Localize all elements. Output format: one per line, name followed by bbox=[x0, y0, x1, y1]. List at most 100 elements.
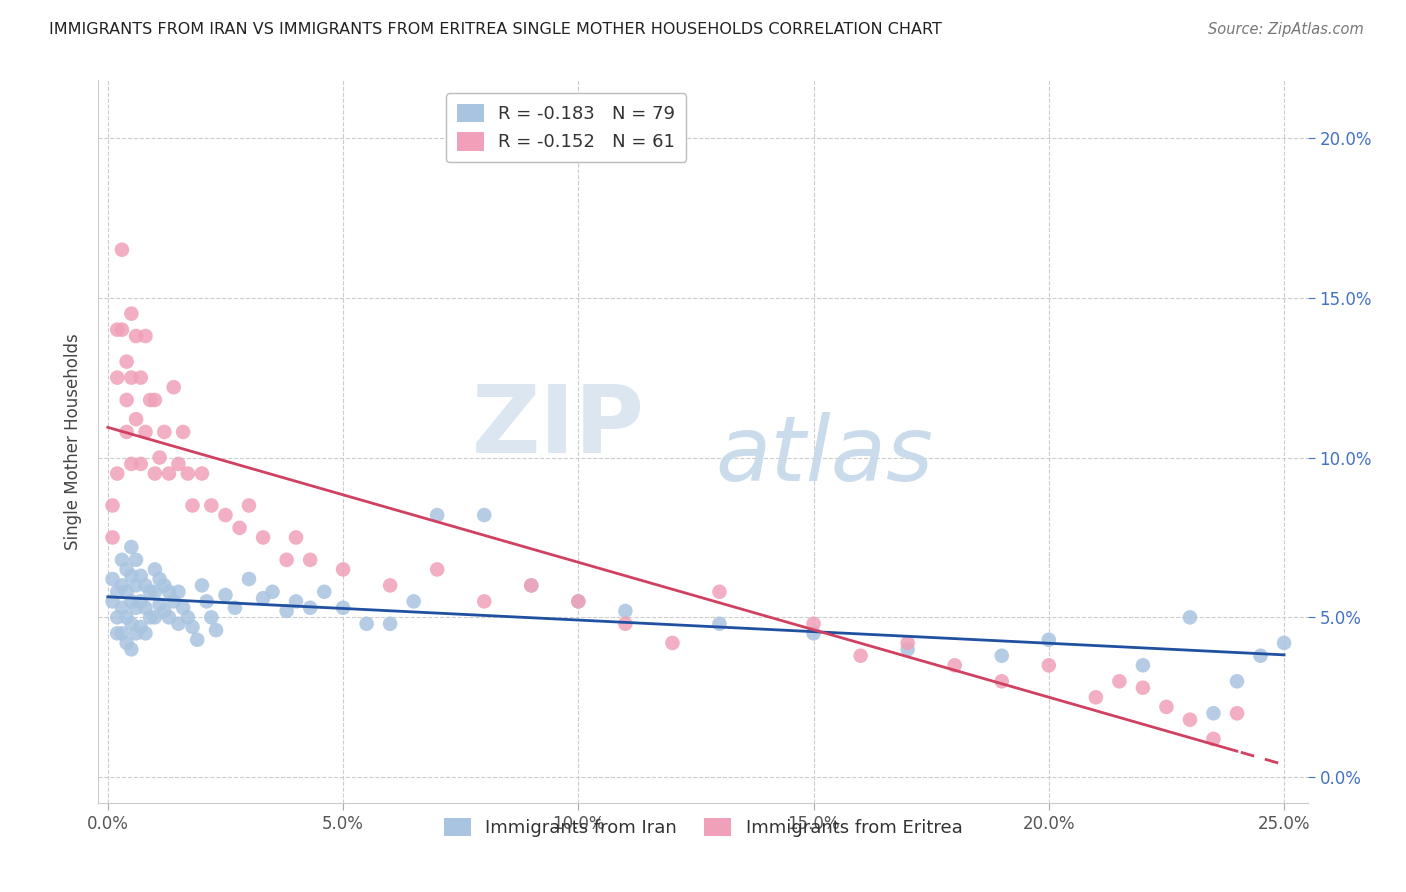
Point bbox=[238, 572, 260, 586]
Point bbox=[1084, 690, 1107, 705]
Point bbox=[262, 584, 284, 599]
Point bbox=[149, 450, 172, 465]
Point bbox=[1250, 648, 1272, 663]
Point bbox=[115, 562, 138, 576]
Point bbox=[200, 499, 222, 513]
Point bbox=[520, 578, 543, 592]
Point bbox=[149, 572, 172, 586]
Point bbox=[332, 562, 354, 576]
Point bbox=[228, 521, 250, 535]
Point bbox=[1202, 706, 1225, 721]
Point bbox=[120, 642, 142, 657]
Point bbox=[105, 370, 128, 384]
Point bbox=[134, 329, 156, 343]
Point bbox=[105, 467, 128, 481]
Point bbox=[101, 594, 124, 608]
Point bbox=[167, 584, 190, 599]
Point bbox=[177, 467, 200, 481]
Point bbox=[111, 626, 134, 640]
Point bbox=[125, 578, 148, 592]
Point bbox=[314, 584, 336, 599]
Point bbox=[111, 578, 134, 592]
Point bbox=[105, 584, 128, 599]
Point bbox=[614, 616, 637, 631]
Point bbox=[101, 499, 124, 513]
Point bbox=[120, 540, 142, 554]
Point bbox=[143, 562, 166, 576]
Point bbox=[115, 636, 138, 650]
Point bbox=[520, 578, 543, 592]
Point bbox=[378, 616, 401, 631]
Point bbox=[186, 632, 208, 647]
Point bbox=[1226, 706, 1249, 721]
Point bbox=[1132, 681, 1154, 695]
Point bbox=[157, 467, 180, 481]
Point bbox=[157, 584, 180, 599]
Point bbox=[567, 594, 589, 608]
Point bbox=[129, 594, 152, 608]
Point bbox=[285, 531, 308, 545]
Point bbox=[378, 578, 401, 592]
Point bbox=[195, 594, 218, 608]
Point bbox=[472, 508, 495, 522]
Point bbox=[276, 553, 298, 567]
Point bbox=[115, 584, 138, 599]
Point bbox=[803, 626, 825, 640]
Point bbox=[120, 457, 142, 471]
Point bbox=[1226, 674, 1249, 689]
Point bbox=[125, 329, 148, 343]
Point bbox=[120, 594, 142, 608]
Point bbox=[252, 531, 274, 545]
Point bbox=[897, 642, 920, 657]
Point bbox=[943, 658, 966, 673]
Point bbox=[134, 425, 156, 439]
Point bbox=[709, 584, 731, 599]
Point bbox=[115, 354, 138, 368]
Point bbox=[803, 616, 825, 631]
Point bbox=[139, 392, 162, 407]
Point bbox=[285, 594, 308, 608]
Point bbox=[205, 623, 228, 637]
Point bbox=[356, 616, 378, 631]
Point bbox=[990, 648, 1012, 663]
Point bbox=[120, 370, 142, 384]
Text: ZIP: ZIP bbox=[471, 381, 644, 473]
Point bbox=[172, 600, 194, 615]
Point bbox=[115, 392, 138, 407]
Point bbox=[276, 604, 298, 618]
Point bbox=[224, 600, 246, 615]
Point bbox=[214, 588, 236, 602]
Point bbox=[125, 412, 148, 426]
Point bbox=[125, 553, 148, 567]
Point bbox=[181, 499, 204, 513]
Point bbox=[115, 610, 138, 624]
Point bbox=[143, 610, 166, 624]
Point bbox=[125, 600, 148, 615]
Point bbox=[181, 620, 204, 634]
Point bbox=[849, 648, 872, 663]
Point bbox=[1156, 699, 1178, 714]
Point bbox=[139, 584, 162, 599]
Point bbox=[129, 457, 152, 471]
Point bbox=[214, 508, 236, 522]
Point bbox=[1038, 658, 1060, 673]
Point bbox=[172, 425, 194, 439]
Point bbox=[105, 323, 128, 337]
Point bbox=[111, 243, 134, 257]
Point bbox=[402, 594, 425, 608]
Point bbox=[129, 370, 152, 384]
Point bbox=[1132, 658, 1154, 673]
Point bbox=[143, 467, 166, 481]
Point bbox=[129, 569, 152, 583]
Point bbox=[101, 572, 124, 586]
Point bbox=[139, 610, 162, 624]
Point bbox=[299, 553, 322, 567]
Point bbox=[426, 508, 449, 522]
Point bbox=[134, 626, 156, 640]
Point bbox=[709, 616, 731, 631]
Point bbox=[111, 553, 134, 567]
Point bbox=[332, 600, 354, 615]
Point bbox=[614, 604, 637, 618]
Point bbox=[252, 591, 274, 606]
Text: Source: ZipAtlas.com: Source: ZipAtlas.com bbox=[1208, 22, 1364, 37]
